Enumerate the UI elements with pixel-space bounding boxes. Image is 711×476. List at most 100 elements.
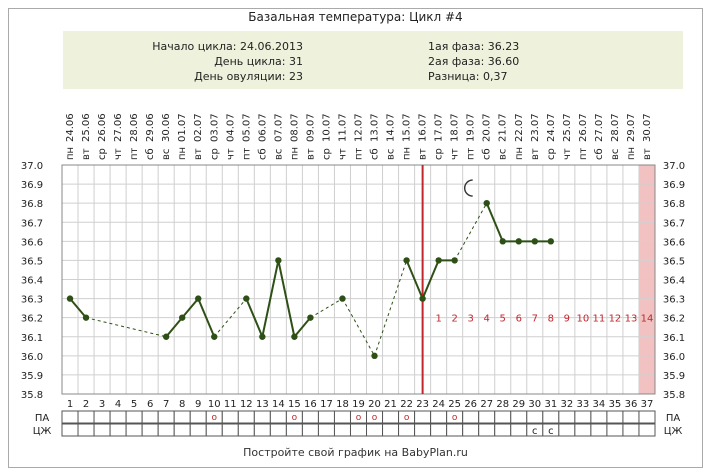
weekday-label: вт [642, 148, 653, 160]
phase2-day-number: 3 [468, 314, 474, 325]
date-label: 29.06 [145, 113, 156, 142]
y-tick-left: 37.0 [21, 161, 43, 172]
y-tick-right: 36.6 [663, 237, 685, 248]
czh-cell [189, 423, 207, 437]
pa-cell [526, 410, 544, 424]
czh-cell [494, 423, 512, 437]
czh-cell [125, 423, 143, 437]
phase2-day-number: 11 [593, 314, 606, 325]
day-number: 10 [208, 399, 221, 410]
temp-point [451, 257, 458, 264]
pa-cell [157, 410, 175, 424]
pa-cell [574, 410, 592, 424]
date-label: 25.06 [81, 113, 92, 142]
day-number: 22 [400, 399, 413, 410]
czh-cell [317, 423, 335, 437]
day-number: 31 [544, 399, 557, 410]
gap-segment [310, 298, 343, 319]
date-label: 04.07 [225, 113, 236, 142]
pa-cell [478, 410, 496, 424]
date-label: 13.07 [370, 113, 381, 142]
czh-cell [366, 423, 384, 437]
pa-cell [253, 410, 271, 424]
weekday-label: ср [209, 148, 220, 160]
czh-cell [221, 423, 239, 437]
phase1-avg: 1ая фаза: 36.23 [428, 40, 520, 53]
temp-segment [421, 260, 440, 299]
czh-cell [157, 423, 175, 437]
date-label: 14.07 [386, 113, 397, 142]
pa-cell [606, 410, 624, 424]
y-tick-right: 36.2 [663, 314, 685, 325]
phase2-day-number: 10 [577, 314, 590, 325]
day-number: 29 [512, 399, 525, 410]
temp-segment [245, 298, 264, 338]
weekday-label: пт [466, 147, 477, 160]
day-number: 2 [83, 399, 89, 410]
phase2-day-number: 4 [484, 314, 490, 325]
pa-cell [558, 410, 576, 424]
czh-cell [285, 423, 303, 437]
pa-cell [430, 410, 448, 424]
pa-mark: о [404, 413, 410, 423]
czh-cell [462, 423, 480, 437]
date-label: 08.07 [289, 113, 300, 142]
date-label: 01.07 [177, 113, 188, 142]
pa-cell [462, 410, 480, 424]
weekday-label: пн [402, 147, 413, 160]
pa-label-left: ПА [35, 413, 50, 424]
pa-cell [237, 410, 255, 424]
day-number: 32 [560, 399, 573, 410]
temp-point [179, 314, 186, 321]
temp-point [259, 333, 266, 340]
pa-cell [77, 410, 95, 424]
day-number: 25 [448, 399, 461, 410]
day-number: 21 [384, 399, 397, 410]
day-number: 23 [416, 399, 429, 410]
date-label: 26.06 [97, 113, 108, 142]
temp-point [162, 333, 170, 340]
day-number: 35 [609, 399, 622, 410]
czh-cell [349, 423, 368, 437]
czh-cell [398, 423, 416, 437]
day-number: 33 [577, 399, 590, 410]
czh-label-left: ЦЖ [33, 426, 52, 437]
weekday-label: ср [321, 148, 332, 160]
day-number: 24 [432, 399, 445, 410]
temp-point [275, 257, 282, 264]
footer-link[interactable]: Постройте свой график на BabyPlan.ru [243, 446, 468, 459]
pa-cell [638, 410, 656, 424]
day-number: 16 [304, 399, 317, 410]
day-number: 19 [352, 399, 365, 410]
phase-difference: Разница: 0,37 [428, 70, 508, 83]
temp-point [339, 295, 346, 302]
czh-cell [638, 423, 656, 437]
y-tick-right: 36.3 [663, 295, 685, 306]
pa-cell [269, 410, 287, 424]
pa-cell [622, 410, 640, 424]
date-label: 03.07 [209, 113, 220, 142]
temp-point [515, 238, 522, 245]
temp-segment [485, 202, 504, 242]
weekday-label: сб [145, 148, 156, 160]
gap-segment [342, 298, 375, 357]
czh-cell [590, 423, 608, 437]
czh-cell [253, 423, 271, 437]
gap-segment [85, 317, 167, 338]
phase2-day-number: 13 [625, 314, 638, 325]
outer-border [8, 8, 703, 468]
weekday-label: чт [225, 148, 236, 160]
temp-segment [165, 317, 183, 338]
phase2-day-number: 1 [435, 314, 441, 325]
phase2-day-number: 12 [609, 314, 622, 325]
weekday-label: пт [354, 147, 365, 160]
date-label: 30.07 [642, 113, 653, 142]
date-label: 28.06 [129, 113, 140, 142]
y-tick-right: 37.0 [663, 161, 685, 172]
pa-mark: о [211, 413, 217, 423]
pa-cell [141, 410, 159, 424]
y-tick-right: 36.1 [663, 333, 685, 344]
weekday-label: вс [610, 149, 621, 160]
pa-mark: о [452, 413, 458, 423]
date-label: 20.07 [482, 113, 493, 142]
